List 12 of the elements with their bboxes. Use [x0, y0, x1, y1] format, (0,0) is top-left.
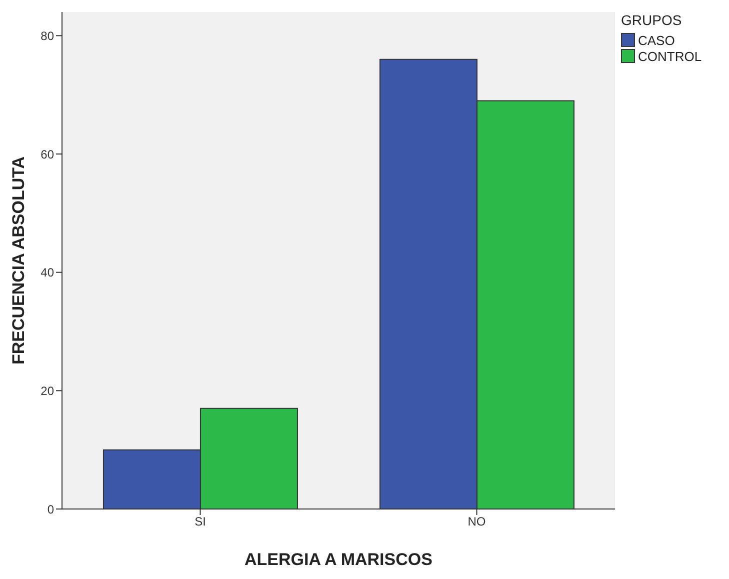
- y-tick-label: 0: [47, 502, 54, 516]
- legend-title: GRUPOS: [621, 12, 683, 28]
- legend-label: CASO: [638, 32, 675, 48]
- x-tick-label: SI: [194, 514, 206, 529]
- y-tick-label: 60: [40, 147, 54, 162]
- y-tick-label: 40: [40, 266, 54, 280]
- legend-label: CONTROL: [638, 48, 702, 64]
- y-axis-title: FRECUENCIA ABSOLUTA: [9, 156, 28, 365]
- x-tick-label: NO: [468, 514, 486, 529]
- y-tick-label: 80: [40, 28, 54, 43]
- y-tick-label: 20: [40, 384, 54, 398]
- x-axis-title: ALERGIA A MARISCOS: [244, 550, 432, 569]
